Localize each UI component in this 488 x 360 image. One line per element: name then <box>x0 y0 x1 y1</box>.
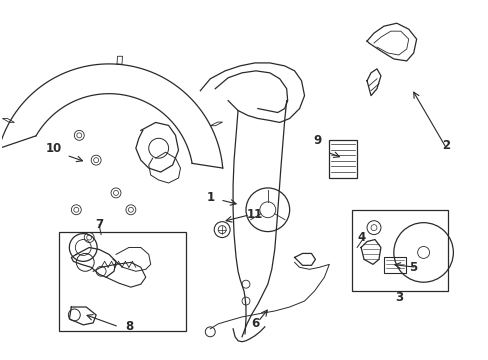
Text: 11: 11 <box>246 208 263 221</box>
Text: 10: 10 <box>45 142 61 155</box>
Text: 8: 8 <box>124 320 133 333</box>
Text: 5: 5 <box>409 261 417 274</box>
Text: 7: 7 <box>95 218 103 231</box>
Bar <box>351 210 447 291</box>
Text: 2: 2 <box>442 139 449 152</box>
Bar <box>383 257 405 273</box>
Bar <box>60 231 186 331</box>
Text: 1: 1 <box>206 192 214 204</box>
Text: 4: 4 <box>356 231 365 244</box>
Text: 6: 6 <box>250 318 259 330</box>
Text: 9: 9 <box>313 134 321 147</box>
Bar <box>328 140 356 178</box>
Text: 3: 3 <box>394 291 402 303</box>
